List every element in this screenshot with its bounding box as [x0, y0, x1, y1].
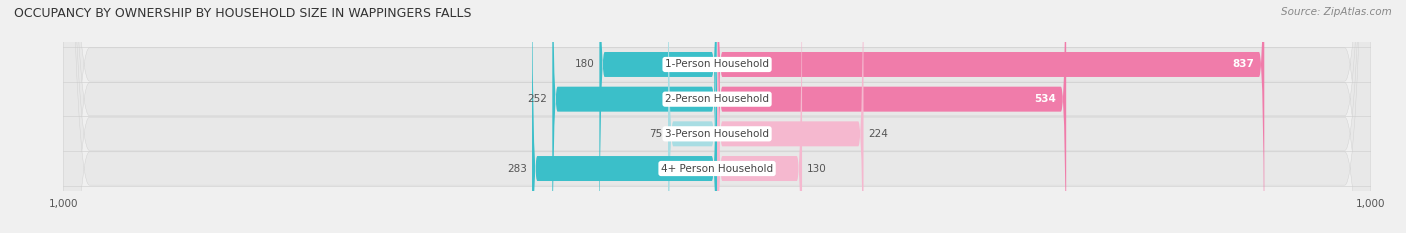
Text: 3-Person Household: 3-Person Household — [665, 129, 769, 139]
FancyBboxPatch shape — [553, 0, 717, 233]
Text: 2-Person Household: 2-Person Household — [665, 94, 769, 104]
Text: 224: 224 — [869, 129, 889, 139]
FancyBboxPatch shape — [717, 0, 801, 233]
FancyBboxPatch shape — [717, 0, 1264, 233]
Text: 1-Person Household: 1-Person Household — [665, 59, 769, 69]
Text: OCCUPANCY BY OWNERSHIP BY HOUSEHOLD SIZE IN WAPPINGERS FALLS: OCCUPANCY BY OWNERSHIP BY HOUSEHOLD SIZE… — [14, 7, 471, 20]
FancyBboxPatch shape — [668, 0, 717, 233]
Text: 534: 534 — [1035, 94, 1056, 104]
Text: 130: 130 — [807, 164, 827, 174]
FancyBboxPatch shape — [63, 0, 1371, 233]
FancyBboxPatch shape — [63, 0, 1371, 233]
FancyBboxPatch shape — [717, 0, 1066, 233]
FancyBboxPatch shape — [717, 0, 863, 233]
Text: 283: 283 — [508, 164, 527, 174]
FancyBboxPatch shape — [63, 0, 1371, 233]
Text: 4+ Person Household: 4+ Person Household — [661, 164, 773, 174]
FancyBboxPatch shape — [63, 0, 1371, 233]
Text: 180: 180 — [575, 59, 595, 69]
Text: 837: 837 — [1233, 59, 1254, 69]
Text: Source: ZipAtlas.com: Source: ZipAtlas.com — [1281, 7, 1392, 17]
FancyBboxPatch shape — [531, 0, 717, 233]
Text: 252: 252 — [527, 94, 547, 104]
Text: 75: 75 — [650, 129, 662, 139]
FancyBboxPatch shape — [599, 0, 717, 233]
